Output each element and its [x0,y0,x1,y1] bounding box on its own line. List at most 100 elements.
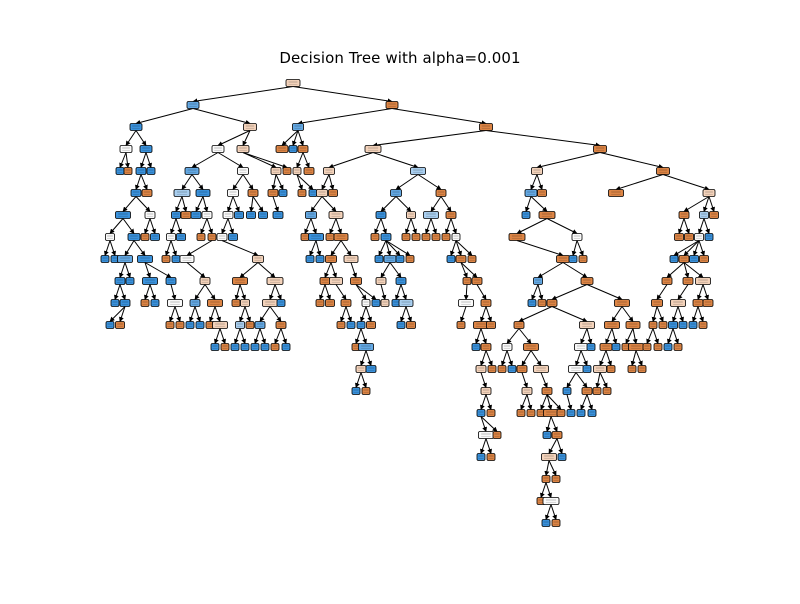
tree-edge [667,328,674,345]
tree-edge [219,328,226,345]
tree-node [270,343,280,351]
tree-edge [144,262,172,278]
tree-edge [551,284,588,301]
tree-edge [698,218,705,235]
tree-node [476,409,486,417]
tree-node [661,277,673,285]
tree-edge [259,328,266,345]
tree-node [682,277,694,285]
tree-node [228,233,238,241]
tree-node [305,211,317,219]
tree-node [462,277,472,285]
tree-edge [204,284,216,301]
tree-node [480,387,492,395]
tree-edge [673,240,700,256]
tree-edge [480,350,487,367]
tree-node [562,387,572,395]
tree-edge [521,372,528,389]
tree-edge [537,284,544,301]
tree-node [423,211,439,219]
tree-edge [335,218,342,235]
tree-edge [672,306,679,323]
tree-node [140,299,150,307]
tree-edge [340,240,352,257]
tree-edge [677,284,689,301]
tree-edge [242,130,251,147]
tree-edge [194,306,201,323]
tree-node [456,321,466,329]
tree-node [329,277,343,285]
tree-node [451,233,461,241]
tree-node [455,255,467,263]
tree-node [356,321,366,329]
tree-edge [530,174,538,191]
tree-node [556,409,566,417]
tree-edge [297,108,393,126]
tree-edge [170,218,177,235]
tree-edge [200,218,208,235]
tree-node [340,299,352,307]
tree-edge [540,394,548,411]
tree-node [669,255,679,263]
tree-edge [480,416,487,433]
tree-edge [703,218,710,235]
tree-edge [548,438,558,455]
tree-node [176,233,186,241]
tree-node [245,321,255,329]
tree-edge [165,240,172,257]
tree-node [486,453,496,461]
tree-node [173,189,191,197]
tree-node [445,211,457,219]
tree-node [234,211,244,219]
tree-edge [550,416,558,433]
tree-edge [440,196,452,213]
tree-edge [455,240,473,256]
tree-edge [605,350,612,367]
tree-edge [365,306,372,323]
tree-edge [360,350,367,367]
tree-edge [328,174,335,191]
tree-edge [378,240,387,257]
tree-edge [321,174,330,191]
tree-node [186,101,200,109]
tree-edge [209,306,216,323]
tree-node [576,409,586,417]
tree-edge [335,284,347,301]
tree-edge [372,130,487,148]
tree-node [243,123,257,131]
tree-edge [206,218,213,235]
tree-edge [546,394,553,411]
tree-node [365,365,377,373]
tree-edge [400,306,407,323]
tree-node [285,79,301,87]
tree-edge [656,284,668,301]
tree-edge [191,174,204,191]
tree-node [371,299,381,307]
tree-node [282,167,292,175]
tree-node [325,255,337,263]
tree-node [406,321,416,329]
tree-edge [526,394,533,411]
tree-node [390,189,402,197]
tree-node [699,255,709,263]
tree-edge [109,218,124,234]
tree-node [319,277,331,285]
tree-node [175,321,185,329]
tree-node [305,255,315,263]
tree-edge [275,174,284,191]
tree-node [123,167,133,175]
tree-node [614,299,630,307]
tree-node [689,255,699,263]
tree-edge [697,284,704,301]
tree-node [546,299,558,307]
tree-node [385,101,399,109]
tree-node [441,233,451,241]
tree-node [380,299,390,307]
tree-edge [677,306,684,323]
tree-node [446,255,456,263]
tree-node [375,277,387,285]
tree-node [374,255,384,263]
tree-edge [395,174,419,190]
tree-edge [355,328,362,345]
tree-edge [340,306,347,323]
